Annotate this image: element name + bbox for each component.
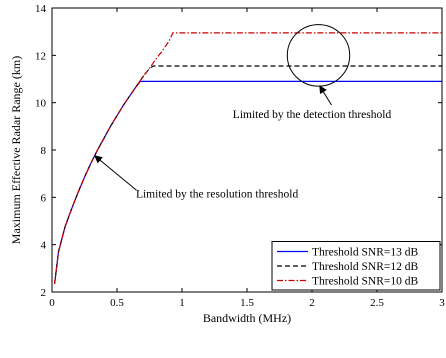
y-axis-label: Maximum Effective Radar Range (km) xyxy=(9,56,23,244)
annotation-text-1: Limited by the detection threshold xyxy=(233,109,392,121)
annotation-arrow-1 xyxy=(319,85,332,106)
y-tick-label: 6 xyxy=(41,192,47,204)
legend-box xyxy=(271,241,441,291)
highlight-ellipse xyxy=(286,24,351,87)
y-tick-label: 14 xyxy=(35,3,47,15)
x-tick-label: 1.5 xyxy=(240,297,254,309)
annotation-text-2: Limited by the resolution threshold xyxy=(136,188,299,200)
y-tick-label: 2 xyxy=(41,287,47,299)
y-tick-label: 12 xyxy=(35,50,46,62)
series-line-3 xyxy=(54,32,442,284)
x-tick-label: 1 xyxy=(179,297,185,309)
legend-label-3: Threshold SNR=10 dB xyxy=(312,276,418,288)
x-tick-label: 0 xyxy=(49,297,55,309)
ticks-group: 0 0.5 1 1.5 2 2.5 3 2 4 6 8 10 12 14 xyxy=(35,3,445,309)
x-tick-label: 2.5 xyxy=(370,297,384,309)
annotation-arrow-2 xyxy=(94,155,137,191)
x-tick-label: 3 xyxy=(439,297,445,309)
series-group xyxy=(54,32,442,284)
x-axis-label: Bandwidth (MHz) xyxy=(203,311,291,325)
legend-label-2: Threshold SNR=12 dB xyxy=(312,261,418,273)
x-tick-label: 0.5 xyxy=(110,297,124,309)
y-tick-label: 4 xyxy=(41,240,47,252)
y-tick-label: 10 xyxy=(35,98,47,110)
legend: Threshold SNR=13 dB Threshold SNR=12 dB Th… xyxy=(271,241,441,291)
y-tick-label: 8 xyxy=(41,145,47,157)
annotations: Limited by the detection threshold Limite… xyxy=(94,24,392,200)
legend-label-1: Threshold SNR=13 dB xyxy=(312,247,418,259)
x-tick-label: 2 xyxy=(309,297,315,309)
